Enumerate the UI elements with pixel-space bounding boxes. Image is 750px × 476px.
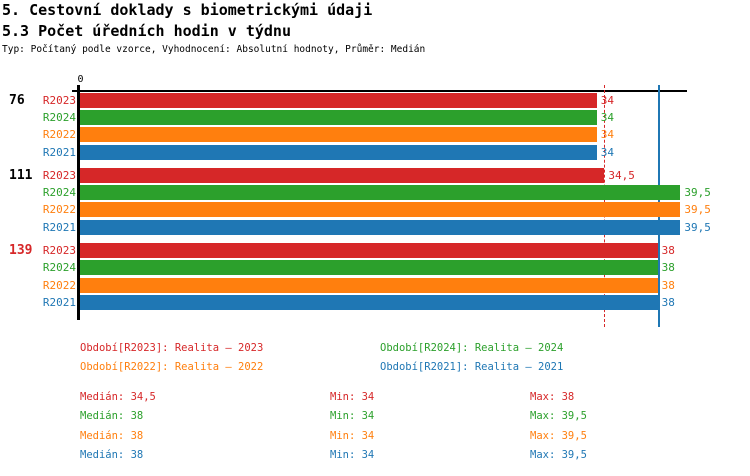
bar-value-label: 34 (600, 145, 615, 159)
bar-value-label: 39,5 (684, 186, 711, 200)
bar-row: R2021 34 (43, 144, 711, 160)
stats-row: Medián: 38 Min: 34 Max: 39,5 (80, 446, 587, 465)
stats-row: Medián: 34,5 Min: 34 Max: 38 (80, 388, 587, 407)
legend-item: Období[R2022]: Realita – 2022 (80, 361, 264, 374)
median-cell: Medián: 38 (80, 429, 144, 442)
bar (80, 144, 597, 160)
legend-item: Období[R2024]: Realita – 2024 (380, 342, 564, 354)
min-cell: Min: 34 (330, 448, 375, 461)
chart-title: 5.3 Počet úředních hodin v týdnu (2, 22, 291, 40)
median-cell: Medián: 38 (80, 410, 144, 423)
x-axis-origin-label: 0 (77, 74, 84, 85)
group-label: 139 (9, 242, 33, 258)
max-cell: Max: 39,5 (530, 448, 587, 461)
series-label: R2021 (42, 296, 76, 310)
bar (80, 219, 681, 235)
legend: Období[R2023]: Realita – 2023 Období[R202… (80, 339, 563, 378)
median-cell: Medián: 34,5 (80, 391, 156, 403)
group-label: 111 (9, 167, 33, 183)
bar (80, 127, 597, 143)
bar-row: 111 R2023 34,5 (9, 167, 711, 183)
stats-row: Medián: 38 Min: 34 Max: 39,5 (80, 427, 587, 446)
series-label: R2022 (42, 278, 76, 292)
series-label: R2024 (42, 261, 76, 275)
bar-row: R2021 39,5 (43, 219, 711, 235)
stats-table: Medián: 34,5 Min: 34 Max: 38 Medián: 38 Min:… (80, 388, 587, 465)
series-label: R2023 (42, 93, 76, 107)
bar-row: R2021 38 (43, 295, 711, 311)
chart-meta-line: Typ: Počítaný podle vzorce, Vyhodnocení:… (2, 44, 426, 55)
max-cell: Max: 39,5 (530, 429, 587, 442)
bar-row: 76 R2023 34 (9, 92, 711, 108)
series-label: R2022 (42, 203, 76, 217)
series-label: R2024 (42, 186, 76, 200)
bar-value-label: 38 (661, 243, 675, 257)
bar-value-label: 38 (661, 296, 675, 310)
series-label: R2023 (42, 243, 76, 257)
legend-item: Období[R2021]: Realita – 2021 (380, 361, 564, 374)
min-cell: Min: 34 (330, 410, 375, 423)
bar-value-label: 39,5 (684, 220, 711, 234)
bar-value-label: 34 (600, 93, 615, 107)
x-axis-line (72, 90, 687, 92)
max-cell: Max: 39,5 (530, 410, 587, 423)
bar (80, 185, 681, 201)
y-axis-line (77, 85, 80, 320)
bar (80, 202, 681, 218)
bar-value-label: 34 (600, 110, 615, 124)
legend-item: Období[R2023]: Realita – 2023 (80, 342, 264, 354)
bar-group: 111 R2023 34,5 R2024 39,5 R2022 39,5 R2021 39,5 (9, 167, 711, 235)
bar-value-label: 39,5 (684, 203, 711, 217)
report-title: 5. Cestovní doklady s biometrickými údaj… (2, 1, 373, 19)
bar (80, 109, 597, 125)
max-cell: Max: 38 (530, 391, 575, 403)
median-cell: Medián: 38 (80, 448, 144, 461)
series-label: R2022 (42, 128, 76, 142)
bar-row: R2022 34 (43, 127, 711, 143)
series-label: R2024 (42, 110, 76, 124)
bar-row: R2024 38 (43, 260, 711, 276)
bar-row: R2022 38 (43, 277, 711, 293)
bar-value-label: 34,5 (608, 168, 635, 182)
bar-row: R2024 34 (43, 109, 711, 125)
bar (80, 242, 658, 258)
series-label: R2023 (42, 168, 76, 182)
bar (80, 167, 605, 183)
series-label: R2021 (42, 220, 76, 234)
bar-group: 76 R2023 34 R2024 34 R2022 34 R2021 34 (9, 92, 711, 160)
bar-value-label: 34 (600, 128, 615, 142)
bar (80, 260, 658, 276)
group-label: 76 (9, 92, 25, 108)
bar-row: R2024 39,5 (43, 185, 711, 201)
bar-group: 139 R2023 38 R2024 38 R2022 38 R2021 38 (9, 242, 711, 311)
bar-row: 139 R2023 38 (9, 242, 711, 258)
stats-row: Medián: 38 Min: 34 Max: 39,5 (80, 407, 587, 426)
bar (80, 92, 597, 108)
bar-value-label: 38 (661, 261, 675, 275)
bar-chart: 76 R2023 34 R2024 34 R2022 34 R2021 34 111 R2023 34… (9, 92, 711, 311)
bar-row: R2022 39,5 (43, 202, 711, 218)
min-cell: Min: 34 (330, 429, 375, 442)
min-cell: Min: 34 (330, 391, 375, 403)
bar (80, 277, 658, 293)
bar (80, 295, 658, 311)
bar-value-label: 38 (661, 278, 675, 292)
series-label: R2021 (42, 145, 76, 159)
